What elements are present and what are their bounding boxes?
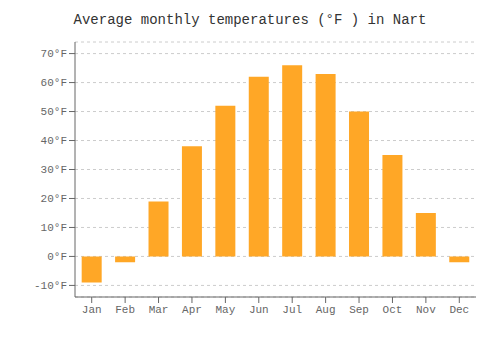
svg-text:30°F: 30°F (41, 164, 67, 176)
html-text:Average monthly temperatures (: Average monthly temperatures (°F ) in Na… (73, 12, 427, 28)
svg-text:Dec: Dec (449, 304, 469, 316)
svg-text:20°F: 20°F (41, 193, 67, 205)
svg-text:Nov: Nov (416, 304, 436, 316)
svg-text:Feb: Feb (115, 304, 135, 316)
svg-text:10°F: 10°F (41, 222, 67, 234)
svg-text:Jun: Jun (249, 304, 269, 316)
svg-text:60°F: 60°F (41, 77, 67, 89)
svg-text:50°F: 50°F (41, 106, 67, 118)
svg-text:Sep: Sep (349, 304, 369, 316)
svg-text:Apr: Apr (182, 304, 202, 316)
svg-text:Jul: Jul (282, 304, 302, 316)
svg-text:0°F: 0°F (47, 251, 67, 263)
svg-text:Mar: Mar (149, 304, 169, 316)
svg-text:Jan: Jan (82, 304, 102, 316)
svg-text:Oct: Oct (383, 304, 403, 316)
svg-text:May: May (215, 304, 235, 316)
svg-text:40°F: 40°F (41, 135, 67, 147)
svg-text:-10°F: -10°F (34, 280, 67, 292)
svg-text:Aug: Aug (316, 304, 336, 316)
svg-text:70°F: 70°F (41, 48, 67, 60)
